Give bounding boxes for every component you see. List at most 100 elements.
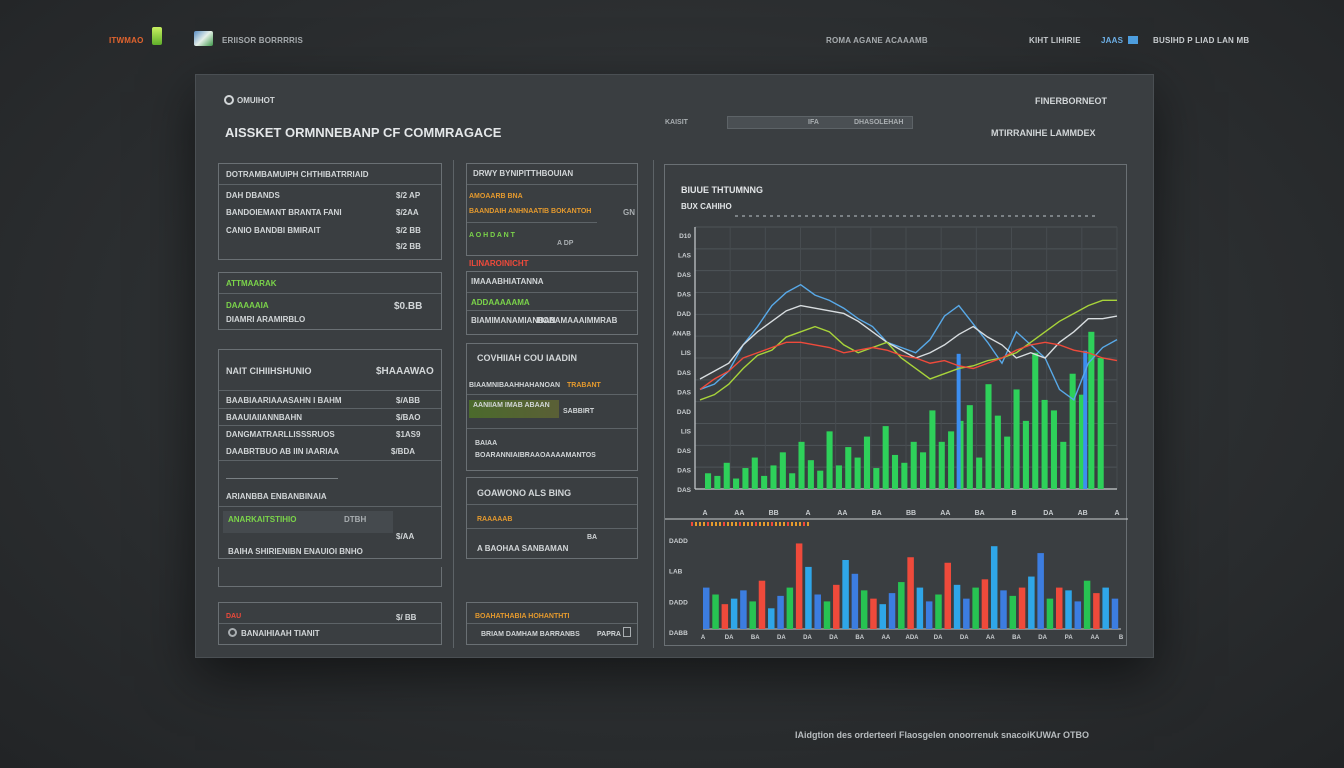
- nav-right-3[interactable]: BUSIHD P LIAD LAN MB: [1153, 36, 1250, 45]
- header-dash: [1008, 215, 1011, 217]
- row-label: CANIO BANDBI BMIRAIT: [226, 226, 321, 235]
- header-dash: [889, 215, 892, 217]
- row-label: RAAAAAB: [477, 516, 513, 523]
- legend-dash: [751, 522, 753, 526]
- bar: [1009, 595, 1017, 629]
- x-tick-label: BA: [872, 510, 882, 517]
- header-dash: [882, 215, 885, 217]
- alert-label[interactable]: ILINAROINICHT: [469, 259, 529, 268]
- row-label: ADDAAAAAMA: [471, 298, 530, 307]
- nav-center[interactable]: ROMA AGANE ACAAAMB: [826, 36, 928, 45]
- bar: [888, 593, 896, 629]
- card-header: NAIT CIHIIHSHUNIO: [226, 366, 312, 376]
- tab-right[interactable]: DHASOLEHAH: [854, 119, 904, 126]
- nav-right-1[interactable]: KIHT LIHIRIE: [1029, 36, 1081, 45]
- x-tick-label: BB: [906, 510, 916, 517]
- tab-mid[interactable]: IFA: [808, 119, 819, 126]
- x-tick-label: A: [805, 510, 810, 517]
- x-tick-label: DA: [803, 635, 812, 641]
- row-label: DAABRTBUO AB IIN IAARIAA: [226, 447, 340, 456]
- bar: [842, 560, 849, 629]
- row-label: BIAMIMANAMIANBAN: [471, 316, 556, 325]
- row-label: DANGMATRARLLISSSRUOS: [226, 430, 335, 439]
- chart-title: BIUUE THTUMNNG: [681, 185, 763, 195]
- bar: [777, 595, 784, 629]
- row-label: DAH DBANDS: [226, 191, 280, 200]
- legend-dash: [739, 522, 741, 526]
- row-value: PAPRA: [597, 631, 621, 638]
- x-tick-label: AA: [940, 510, 950, 517]
- bar-accent: [956, 353, 961, 489]
- legend-dash: [759, 522, 761, 526]
- bar: [1046, 598, 1054, 629]
- x-tick-label: B: [1119, 635, 1124, 641]
- bar: [835, 465, 842, 489]
- search-field[interactable]: [727, 116, 913, 129]
- header-dash: [861, 215, 864, 217]
- legend-dash: [803, 522, 805, 526]
- bar: [770, 465, 777, 489]
- bar: [1074, 601, 1082, 629]
- header-dash: [1071, 215, 1074, 217]
- x-tick-label: BA: [1012, 635, 1021, 641]
- header-dash: [1015, 215, 1018, 217]
- legend-dash: [719, 522, 721, 526]
- bar: [948, 431, 955, 489]
- header-dash: [742, 215, 745, 217]
- card-header: DOTRAMBAMUIPH CHTHIBATRRIAID: [226, 170, 369, 179]
- header-dash: [896, 215, 899, 217]
- legend-dash: [763, 522, 765, 526]
- row-label: BRIAM DAMHAM BARRANBS: [481, 631, 580, 638]
- row-label: BAABIAARIAAASAHN I BAHM: [226, 396, 342, 405]
- row-value: $/BDA: [391, 447, 416, 456]
- bar: [879, 604, 886, 629]
- card-mid-5: BOAHATHABIA HOHANTHTI BRIAM DAMHAM BARRA…: [466, 602, 638, 645]
- bar: [985, 384, 992, 489]
- bar: [860, 590, 868, 629]
- battery-logo-icon: [152, 27, 162, 45]
- top-right-label[interactable]: FINERBORNEOT: [1035, 96, 1107, 106]
- tab-left[interactable]: KAISIT: [665, 119, 688, 126]
- bar: [910, 441, 917, 489]
- row-value: $/ BB: [396, 613, 417, 622]
- legend-dash: [755, 522, 757, 526]
- y-tick-label: DAS: [677, 389, 691, 396]
- bar: [907, 557, 914, 629]
- legend-dash: [787, 522, 789, 526]
- section-label[interactable]: ERIISOR BORRRRIS: [222, 36, 303, 45]
- header-dash: [973, 215, 976, 217]
- legend-dash: [807, 522, 809, 526]
- header-dash: [1057, 215, 1060, 217]
- x-tick-label: PA: [1065, 635, 1074, 641]
- bar: [1055, 587, 1063, 629]
- page-title: AISSKET ORMNNEBANP CF COMMRAGACE: [225, 125, 502, 140]
- series-line: [699, 299, 1117, 401]
- row-label: BAANDAIH ANHNAATIB BOKANTOH: [469, 208, 592, 215]
- header-dash: [994, 215, 997, 217]
- bar: [1060, 441, 1067, 489]
- bar: [833, 584, 840, 629]
- card-total: $HAAAWAO: [376, 366, 434, 377]
- legend-dash: [715, 522, 717, 526]
- bar-accent: [1083, 350, 1088, 489]
- header-dash: [812, 215, 815, 217]
- y-tick-label: DAS: [677, 467, 691, 474]
- row-label: A BAOHAA SANBAMAN: [477, 544, 569, 553]
- x-tick-label: DA: [1038, 635, 1047, 641]
- header-dash: [833, 215, 836, 217]
- bar: [870, 598, 877, 629]
- header-dash: [735, 215, 738, 217]
- row-label: DAAAAAIA: [226, 301, 269, 310]
- bar: [795, 543, 803, 629]
- top-bar: ITWMAO ERIISOR BORRRRIS ROMA AGANE ACAAA…: [0, 0, 1344, 80]
- lock-icon[interactable]: [623, 627, 631, 637]
- card-left-spacer: [218, 567, 442, 587]
- row-value: $/AA: [396, 532, 415, 541]
- bar: [1000, 590, 1007, 629]
- nav-right-2[interactable]: JAAS: [1101, 36, 1124, 45]
- brand-label[interactable]: ITWMAO: [109, 36, 144, 45]
- bar: [845, 447, 852, 489]
- chart-subtitle: BUX CAHIHO: [681, 202, 732, 211]
- x-tick-label: A: [701, 635, 706, 641]
- header-dash: [931, 215, 934, 217]
